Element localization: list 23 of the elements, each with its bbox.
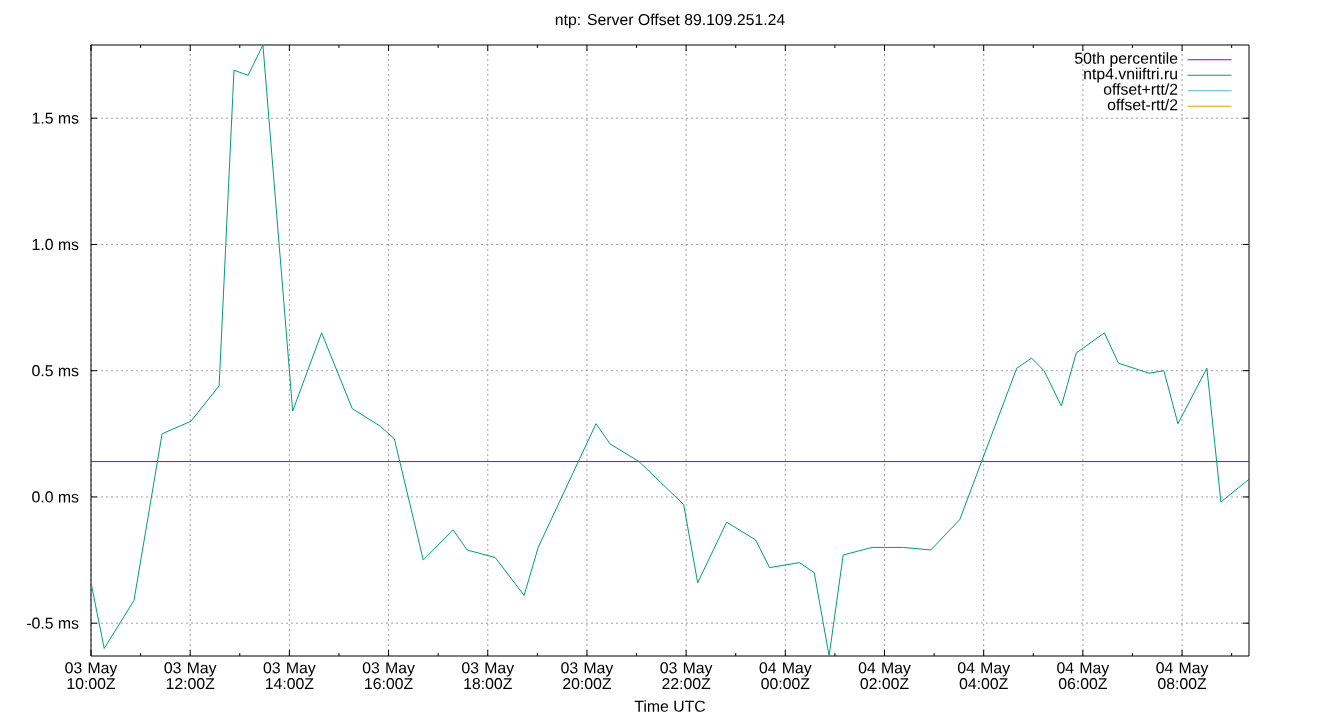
legend-label: 50th percentile bbox=[1074, 52, 1178, 67]
x-tick-label: 03 May 14:00Z bbox=[263, 662, 316, 690]
x-tick-label: 03 May 20:00Z bbox=[561, 662, 614, 690]
x-tick-label: 03 May 18:00Z bbox=[462, 662, 515, 690]
x-tick-label: 04 May 00:00Z bbox=[759, 662, 812, 690]
x-tick-label: 04 May 04:00Z bbox=[957, 662, 1010, 690]
x-tick-label: 04 May 02:00Z bbox=[858, 662, 911, 690]
x-tick-label: 03 May 22:00Z bbox=[660, 662, 713, 690]
y-tick-label: 0.0 ms bbox=[32, 491, 79, 503]
y-tick-label: 0.5 ms bbox=[32, 365, 79, 377]
x-tick-label: 04 May 08:00Z bbox=[1156, 662, 1209, 690]
y-tick-label: -0.5 ms bbox=[27, 617, 79, 629]
legend-label: ntp4.vniiftri.ru bbox=[1084, 67, 1177, 83]
x-tick-label: 03 May 12:00Z bbox=[164, 662, 217, 690]
x-tick-label: 03 May 16:00Z bbox=[362, 662, 415, 690]
legend-label: offset+rtt/2 bbox=[1103, 83, 1178, 95]
y-tick-label: 1.5 ms bbox=[32, 112, 79, 124]
x-axis-title: Time UTC bbox=[634, 700, 706, 712]
y-tick-label: 1.0 ms bbox=[32, 238, 79, 251]
x-tick-label: 04 May 06:00Z bbox=[1057, 662, 1110, 690]
x-tick-label: 03 May 10:00Z bbox=[65, 662, 118, 690]
legend-label: offset-rtt/2 bbox=[1107, 98, 1178, 111]
chart-title: ntp: Server Offset 89.109.251.24 bbox=[555, 13, 785, 29]
